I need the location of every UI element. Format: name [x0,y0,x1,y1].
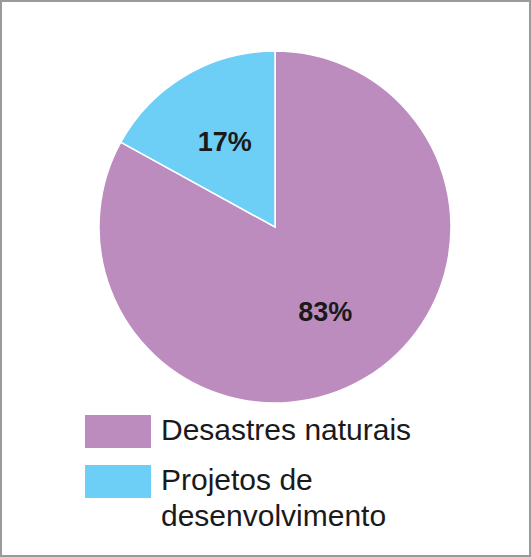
svg-text:83%: 83% [298,297,352,327]
html-text:Desastres naturais: Desastres naturais [161,413,412,446]
svg-text:17%: 17% [198,127,252,157]
html-text:Projetos de desenvolvimento: Projetos de desenvolvimento [161,463,387,532]
